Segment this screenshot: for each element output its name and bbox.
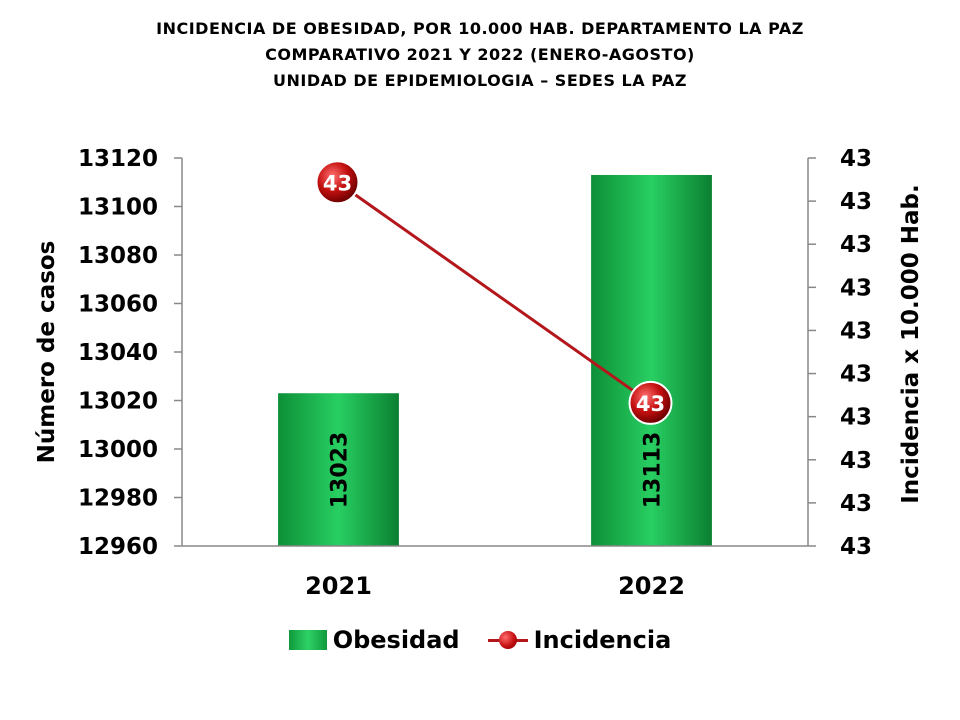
y2-tick-label: 43 <box>840 232 872 258</box>
y2-tick-label: 43 <box>840 534 872 560</box>
y2-tick-label: 43 <box>840 318 872 344</box>
chart-title-line-2: COMPARATIVO 2021 Y 2022 (ENERO-AGOSTO) <box>265 45 695 64</box>
bar-value-label: 13023 <box>328 432 353 509</box>
y-tick-label: 13000 <box>78 437 158 463</box>
chart-title-line-1: INCIDENCIA DE OBESIDAD, POR 10.000 HAB. … <box>156 19 804 38</box>
legend-item-obesidad: Obesidad <box>288 626 460 654</box>
bar-obesidad <box>591 174 712 546</box>
line-incidencia <box>336 181 652 405</box>
chart-legend: Obesidad Incidencia <box>0 626 960 654</box>
y-tick-label: 13080 <box>78 243 158 269</box>
y-tick-label: 13020 <box>78 389 158 415</box>
y2-tick-label: 43 <box>840 448 872 474</box>
y2-tick-label: 43 <box>840 189 872 215</box>
x-tick-label: 2022 <box>618 572 685 600</box>
legend-line-swatch <box>487 630 528 650</box>
y2-axis-title: Incidencia x 10.000 Hab. <box>898 184 924 504</box>
y-tick-label: 13100 <box>78 195 158 221</box>
point-incidencia <box>628 380 673 425</box>
chart-title-line-3: UNIDAD DE EPIDEMIOLOGIA – SEDES LA PAZ <box>273 71 687 90</box>
bar-value-label: 13113 <box>641 432 666 509</box>
legend-bar-swatch <box>288 630 327 650</box>
y-axis-title: Número de casos <box>34 241 60 464</box>
y2-tick-label: 43 <box>840 275 872 301</box>
point-incidencia <box>315 160 360 205</box>
y-tick-label: 12960 <box>78 534 158 560</box>
y2-tick-label: 43 <box>840 405 872 431</box>
y-tick-label: 13060 <box>78 292 158 318</box>
legend-label-incidencia: Incidencia <box>533 626 672 654</box>
y2-tick-label: 43 <box>840 362 872 388</box>
y2-tick-label: 43 <box>840 491 872 517</box>
bar-obesidad <box>278 393 399 546</box>
chart-title-block: INCIDENCIA DE OBESIDAD, POR 10.000 HAB. … <box>0 16 960 94</box>
point-value-label: 43 <box>636 392 665 416</box>
x-tick-label: 2021 <box>305 572 372 600</box>
y-tick-label: 13120 <box>78 146 158 172</box>
legend-label-obesidad: Obesidad <box>332 626 460 654</box>
point-value-label: 43 <box>323 171 352 195</box>
y-tick-label: 12980 <box>78 486 158 512</box>
y-tick-label: 13040 <box>78 340 158 366</box>
y2-tick-label: 43 <box>840 146 872 172</box>
legend-item-incidencia: Incidencia <box>487 626 672 654</box>
